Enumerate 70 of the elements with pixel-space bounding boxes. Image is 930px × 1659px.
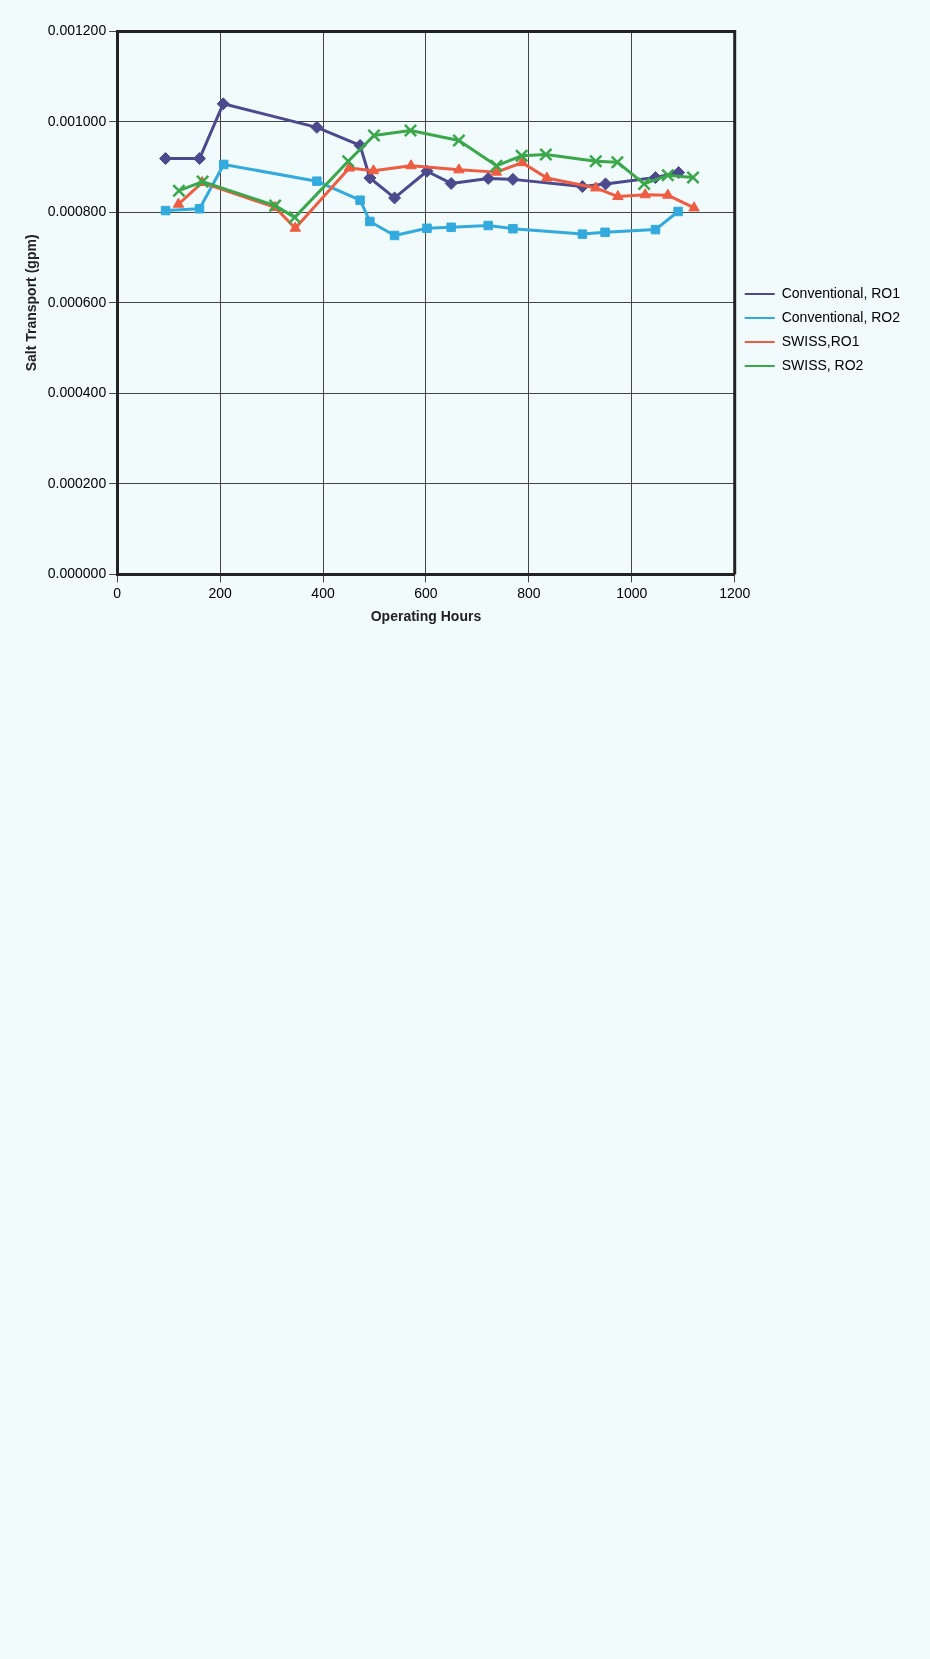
point — [172, 197, 185, 208]
point — [650, 224, 661, 235]
y-tick-label: 0.001200 — [47, 22, 107, 39]
point — [446, 222, 456, 233]
point — [159, 152, 173, 166]
x-tick-label: 1000 — [616, 584, 648, 601]
point — [516, 156, 528, 167]
point — [688, 201, 700, 212]
point — [312, 176, 322, 186]
point — [451, 133, 466, 148]
legend-label: Conventional, RO2 — [781, 308, 901, 325]
point — [367, 164, 380, 175]
x-tick-label: 600 — [414, 584, 438, 601]
point — [363, 171, 377, 185]
point — [218, 159, 229, 170]
legend-label: Conventional, RO1 — [781, 284, 901, 301]
point — [508, 223, 518, 234]
point — [588, 154, 603, 169]
point — [355, 195, 365, 205]
y-tick-label: 0.001000 — [47, 112, 107, 129]
point — [341, 154, 356, 169]
point — [389, 230, 400, 241]
y-tick-label: 0.000800 — [47, 203, 107, 220]
point — [216, 97, 230, 111]
y-tick-label: 0.000000 — [47, 565, 107, 582]
point — [289, 221, 301, 232]
point — [403, 123, 418, 138]
point — [541, 171, 553, 182]
x-tick-label: 800 — [517, 584, 541, 601]
point — [310, 120, 324, 134]
point — [489, 158, 504, 173]
point — [673, 206, 683, 217]
point — [514, 148, 529, 163]
point — [481, 171, 495, 185]
x-tick-label: 200 — [208, 584, 232, 601]
point — [367, 128, 381, 143]
x-tick-label: 1200 — [719, 584, 751, 601]
point — [660, 168, 675, 183]
point — [538, 147, 553, 162]
point — [599, 177, 613, 191]
point — [483, 220, 493, 231]
point — [172, 183, 186, 198]
x-axis-title: Operating Hours — [370, 608, 482, 625]
point — [194, 204, 205, 214]
point — [590, 181, 602, 192]
x-tick-label: 400 — [311, 584, 335, 601]
point — [453, 163, 465, 174]
point — [577, 229, 588, 239]
point — [388, 191, 402, 205]
legend-label: SWISS,RO1 — [781, 332, 860, 349]
y-axis-title: Salt Transport (gpm) — [23, 234, 40, 372]
point — [405, 159, 417, 170]
y-tick-label: 0.000200 — [47, 474, 107, 491]
y-tick-label: 0.000600 — [47, 293, 107, 310]
point — [610, 155, 625, 170]
legend-label: SWISS, RO2 — [781, 356, 864, 373]
x-tick-label: 0 — [113, 584, 122, 601]
point — [444, 176, 458, 190]
point — [160, 205, 171, 216]
point — [422, 223, 432, 233]
point — [637, 176, 652, 191]
point — [639, 188, 651, 199]
point — [287, 210, 302, 225]
point — [686, 170, 700, 185]
point — [600, 227, 610, 238]
y-tick-label: 0.000400 — [47, 384, 107, 401]
point — [193, 152, 207, 166]
point — [365, 216, 375, 227]
point — [506, 172, 520, 186]
point — [612, 190, 624, 201]
